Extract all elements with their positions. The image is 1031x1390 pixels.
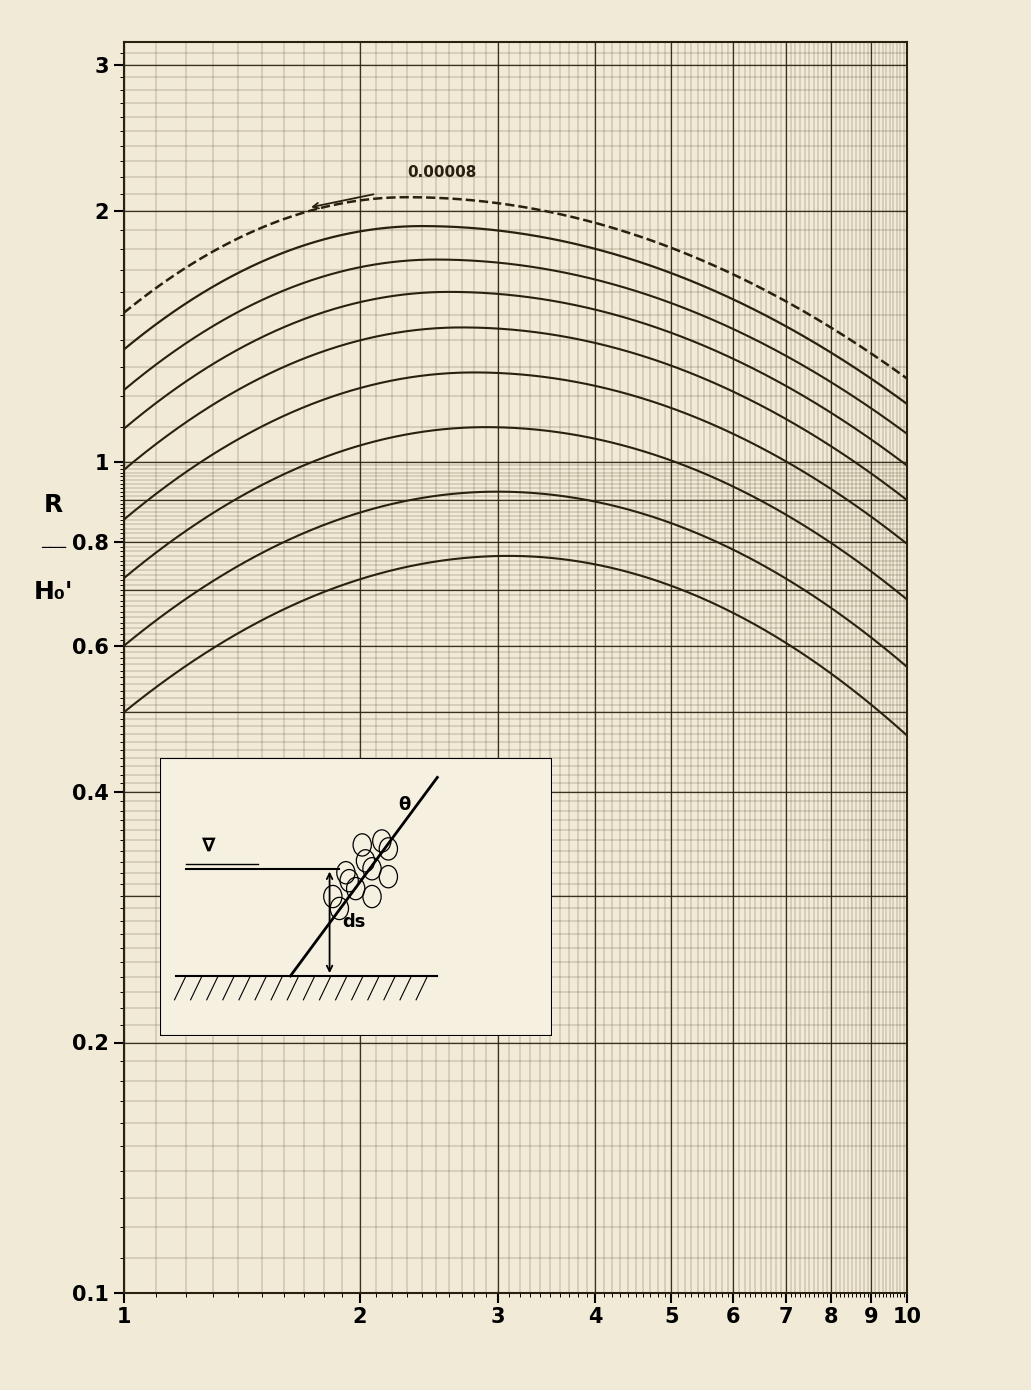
Text: ───: ───: [40, 541, 66, 556]
Text: ds: ds: [342, 913, 366, 931]
Text: ∇: ∇: [202, 835, 215, 855]
Text: H₀': H₀': [33, 580, 73, 603]
Text: R: R: [43, 493, 63, 517]
FancyBboxPatch shape: [160, 758, 552, 1036]
Text: 0.00008: 0.00008: [407, 165, 477, 181]
Text: θ: θ: [399, 796, 410, 815]
